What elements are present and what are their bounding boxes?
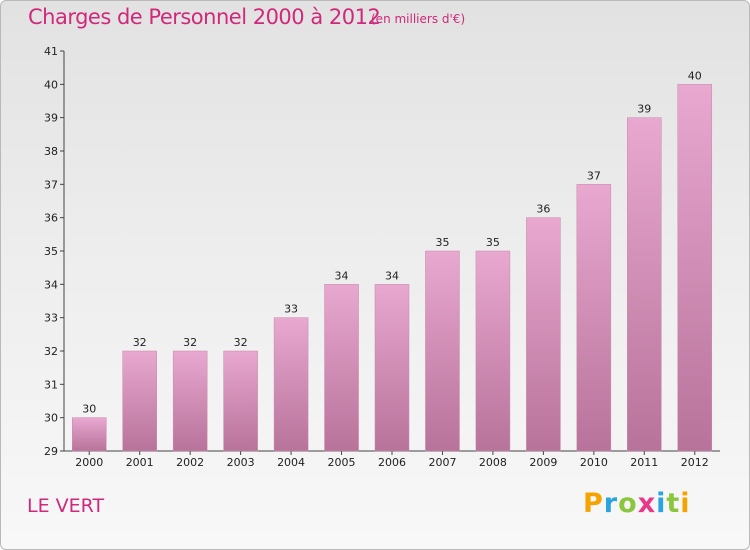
value-label-2008: 35 — [486, 236, 500, 249]
value-label-2003: 32 — [234, 336, 248, 349]
value-label-2006: 34 — [385, 269, 399, 282]
logo-letter: P — [583, 488, 604, 519]
x-tick-label: 2006 — [378, 456, 406, 469]
value-label-2011: 39 — [637, 103, 651, 116]
commune-name: LE VERT — [27, 495, 105, 517]
value-label-2001: 32 — [133, 336, 147, 349]
bar-2005 — [324, 284, 359, 452]
bar-2006 — [374, 284, 410, 452]
bar-2000 — [71, 417, 107, 452]
value-label-2007: 35 — [435, 236, 449, 249]
bar-2008 — [475, 250, 511, 452]
x-tick-label: 2007 — [428, 456, 456, 469]
value-label-2012: 40 — [688, 69, 702, 82]
logo-letter: x — [637, 488, 657, 519]
y-tick-label: 40 — [44, 78, 58, 91]
x-tick-label: 2005 — [328, 456, 356, 469]
x-tick-label: 2000 — [75, 456, 103, 469]
bar-2010 — [576, 184, 612, 452]
chart-bars: 30 32 32 32 33 34 34 35 35 36 37 39 40 — [71, 69, 713, 452]
y-tick-label: 30 — [44, 412, 58, 425]
y-tick-label: 36 — [44, 212, 58, 225]
y-tick-label: 38 — [44, 145, 58, 158]
bar-2004 — [273, 317, 309, 452]
value-label-2002: 32 — [183, 336, 197, 349]
logo-letter: i — [680, 488, 691, 519]
chart-axes: 29 30 31 32 33 34 35 36 37 38 39 40 41 2000 2001 2002 20… — [44, 45, 720, 469]
bar-2002 — [172, 350, 208, 452]
y-tick-label: 29 — [44, 445, 58, 458]
bar-2009 — [526, 217, 561, 452]
x-tick-label: 2010 — [580, 456, 608, 469]
x-tick-label: 2004 — [277, 456, 305, 469]
y-tick-label: 39 — [44, 112, 58, 125]
logo-letter: i — [656, 488, 667, 519]
y-tick-label: 41 — [44, 45, 58, 58]
x-tick-label: 2009 — [529, 456, 557, 469]
unit-note: (en milliers d'€) — [371, 12, 466, 26]
y-tick-label: 31 — [44, 378, 58, 391]
x-tick-label: 2002 — [176, 456, 204, 469]
y-tick-label: 37 — [44, 178, 58, 191]
bar-2001 — [122, 350, 157, 452]
x-tick-label: 2001 — [126, 456, 154, 469]
x-tick-label: 2008 — [479, 456, 507, 469]
y-tick-label: 34 — [44, 278, 58, 291]
proxiti-logo[interactable]: Proxiti — [583, 488, 691, 519]
value-label-2004: 33 — [284, 303, 298, 316]
y-tick-label: 32 — [44, 345, 58, 358]
y-tick-label: 33 — [44, 312, 58, 325]
logo-letter: t — [666, 488, 681, 519]
chart-title: Charges de Personnel 2000 à 2012 — [28, 5, 381, 29]
y-tick-label: 35 — [44, 245, 58, 258]
logo-letter: o — [618, 488, 638, 519]
x-tick-label: 2011 — [630, 456, 658, 469]
bar-2007 — [425, 250, 460, 452]
value-label-2000: 30 — [82, 403, 96, 416]
value-label-2005: 34 — [335, 269, 349, 282]
bar-2012 — [677, 84, 713, 452]
x-tick-label: 2003 — [227, 456, 255, 469]
logo-letter: r — [603, 488, 619, 519]
bar-2011 — [627, 117, 662, 452]
value-label-2009: 36 — [536, 203, 550, 216]
bar-2003 — [223, 350, 258, 452]
x-tick-label: 2012 — [681, 456, 709, 469]
value-label-2010: 37 — [587, 169, 601, 182]
